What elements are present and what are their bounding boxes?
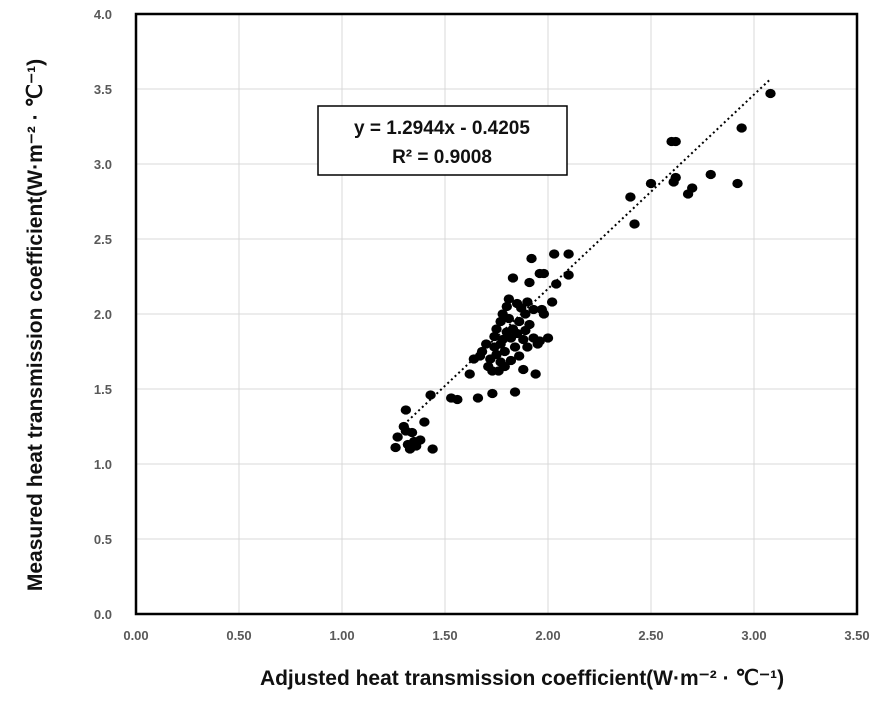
data-point [528,304,539,315]
data-point [489,331,500,342]
data-point [509,387,521,397]
data-point [513,316,525,327]
data-point [472,393,484,403]
x-tick-label: 0.50 [226,628,251,643]
y-tick-label: 0.5 [94,532,112,547]
data-point [524,277,535,288]
data-point [538,309,550,319]
x-tick-labels: 0.00 0.50 1.00 1.50 2.00 2.50 3.00 3.50 [123,628,869,643]
data-point [501,301,512,312]
data-point [518,334,529,345]
data-point [390,442,401,453]
data-point [518,364,529,375]
y-tick-label: 2.0 [94,307,112,322]
x-tick-label: 2.50 [638,628,663,643]
data-point [522,297,533,307]
x-tick-label: 0.00 [123,628,148,643]
data-point [503,313,515,324]
equation-box-frame [317,105,568,176]
data-point [419,417,430,427]
data-point [670,172,681,183]
data-point [491,324,502,334]
data-point [505,355,517,366]
data-point [670,136,681,147]
r-squared-label: R² = 0.9008 [392,147,492,168]
data-point [415,435,426,445]
x-tick-label: 3.50 [844,628,869,643]
y-tick-label: 2.5 [94,232,112,247]
data-point [406,427,418,438]
data-point [499,361,510,372]
data-point [524,319,535,330]
data-point [563,249,574,259]
data-point [538,268,550,279]
data-point [392,432,403,442]
y-tick-label: 4.0 [94,7,112,22]
y-tick-label: 1.5 [94,382,112,397]
x-tick-label: 2.00 [535,628,560,643]
data-point [765,88,776,99]
data-point [507,273,519,283]
y-tick-label: 3.0 [94,157,112,172]
x-tick-label: 3.00 [741,628,766,643]
data-point [425,390,436,400]
data-point [526,253,537,264]
data-point [520,309,531,319]
data-point [495,316,506,327]
y-tick-label: 1.0 [94,457,112,472]
data-point [511,328,523,339]
data-point [427,444,438,454]
data-point [736,123,747,133]
data-points [390,88,776,454]
data-point [503,294,515,304]
data-point [497,334,508,345]
data-point [513,351,525,361]
data-point [534,336,545,346]
x-tick-label: 1.00 [329,628,354,643]
data-point [452,394,463,405]
y-axis-title: Measured heat transmission coefficient(W… [24,59,47,591]
data-point [563,270,574,280]
data-point [400,405,412,415]
y-tick-label: 0.0 [94,607,112,622]
data-point [491,349,502,360]
trendline-layer [403,78,772,426]
data-point [499,346,510,357]
data-point [687,183,698,193]
equation-box: y = 1.2944x - 0.4205 R² = 0.9008 [317,105,568,176]
data-point [705,169,716,180]
data-point [476,346,488,357]
data-point [625,192,636,202]
data-point [464,369,475,379]
data-point [732,178,743,189]
y-tick-labels: 0.0 0.5 1.0 1.5 2.0 2.5 3.0 3.5 4.0 [94,7,112,622]
trendline [403,78,772,426]
y-tick-label: 3.5 [94,82,112,97]
x-tick-label: 1.50 [432,628,457,643]
plot-area-border [134,12,859,616]
data-point [530,369,541,379]
x-axis-title: Adjusted heat transmission coefficient(W… [260,667,784,690]
data-point [487,388,498,399]
trendline-equation: y = 1.2944x - 0.4205 [354,118,530,139]
data-point [509,342,521,352]
data-point [551,279,562,289]
data-point [548,249,560,259]
data-point [542,333,554,343]
data-point [522,342,533,352]
data-point [629,219,640,229]
data-point [546,297,558,307]
data-point [481,339,492,349]
data-point [645,178,657,189]
